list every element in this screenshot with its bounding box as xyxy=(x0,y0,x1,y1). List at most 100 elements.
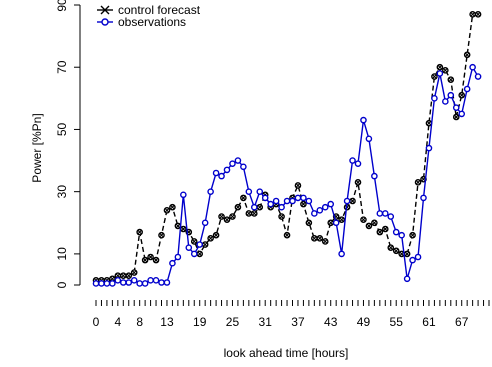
data-point-cross xyxy=(426,120,432,126)
data-point xyxy=(354,160,362,167)
data-point-cross xyxy=(158,232,165,238)
x-tick-label: 19 xyxy=(193,315,207,329)
legend-label: control forecast xyxy=(118,3,201,17)
y-tick-label: 10 xyxy=(55,247,69,261)
data-point-cross xyxy=(131,269,137,276)
data-point xyxy=(349,157,356,164)
plot-area xyxy=(92,11,482,287)
x-axis-label: look ahead time [hours] xyxy=(224,346,349,360)
data-point-cross xyxy=(175,223,181,229)
data-point-cross xyxy=(284,232,290,238)
data-point-cross xyxy=(349,198,356,204)
data-point-cross xyxy=(453,114,459,120)
data-point xyxy=(234,157,242,164)
data-point-cross xyxy=(115,273,121,279)
data-point-cross xyxy=(240,195,246,201)
data-point xyxy=(147,277,154,284)
data-point-cross xyxy=(339,217,345,223)
data-point xyxy=(141,280,149,287)
data-point xyxy=(321,203,329,211)
data-point xyxy=(125,279,133,286)
data-point-cross xyxy=(147,254,154,260)
data-point-cross xyxy=(169,204,176,210)
data-point-cross xyxy=(180,226,186,232)
data-point xyxy=(218,172,225,180)
data-point xyxy=(338,250,345,258)
data-point-cross xyxy=(393,248,399,254)
data-point-cross xyxy=(153,257,159,263)
data-point xyxy=(381,210,389,217)
data-point xyxy=(294,194,302,202)
x-tick-label: 49 xyxy=(357,315,371,329)
x-tick-label: 4 xyxy=(114,315,121,329)
data-point xyxy=(289,197,296,205)
legend-item: observations xyxy=(97,15,186,29)
data-point xyxy=(158,279,165,286)
data-point xyxy=(163,279,171,286)
x-tick-label: 31 xyxy=(259,315,273,329)
data-point-cross xyxy=(218,213,225,220)
series-line xyxy=(96,13,479,282)
x-tick-label: 55 xyxy=(390,315,404,329)
data-point xyxy=(332,219,340,227)
x-tick-label: 61 xyxy=(422,315,436,329)
data-point-cross xyxy=(229,213,236,220)
data-point xyxy=(196,241,204,248)
data-point-cross xyxy=(360,217,367,223)
data-point xyxy=(256,188,264,195)
data-point xyxy=(114,277,122,284)
y-tick-label: 70 xyxy=(55,60,69,74)
data-point xyxy=(327,200,335,208)
data-point-cross xyxy=(366,223,372,229)
data-point xyxy=(169,259,176,267)
data-point-cross xyxy=(388,245,394,251)
data-point-cross xyxy=(317,235,323,241)
data-point-cross xyxy=(459,92,465,98)
x-tick-label: 37 xyxy=(291,315,305,329)
data-point xyxy=(240,163,247,171)
data-point-cross xyxy=(431,73,438,80)
data-point-cross xyxy=(208,235,214,241)
data-point xyxy=(201,219,209,227)
y-tick-label: 30 xyxy=(55,185,69,199)
y-axis: 0 10 30 50 70 90 xyxy=(55,0,81,288)
data-point xyxy=(180,191,187,199)
legend-label: observations xyxy=(118,15,186,29)
data-point-cross xyxy=(213,232,219,238)
data-point-cross xyxy=(137,229,143,235)
data-point-cross xyxy=(442,67,448,73)
x-tick-label: 8 xyxy=(136,315,143,329)
data-point xyxy=(360,116,367,124)
data-point xyxy=(442,98,449,105)
data-point xyxy=(425,144,433,152)
x-tick-label: 25 xyxy=(226,315,240,329)
data-point-cross xyxy=(404,251,410,257)
data-point xyxy=(300,194,307,202)
data-point xyxy=(261,194,269,202)
x-tick-label: 13 xyxy=(160,315,174,329)
data-point xyxy=(229,160,236,167)
legend-item: control forecast xyxy=(97,3,201,17)
data-point xyxy=(278,203,285,211)
data-point xyxy=(420,194,427,202)
data-point-cross xyxy=(437,64,443,70)
data-point xyxy=(212,169,220,177)
data-point-cross xyxy=(355,179,361,185)
data-point-cross xyxy=(235,204,241,210)
data-point-cross xyxy=(464,52,470,58)
series-observations xyxy=(92,63,482,287)
data-point xyxy=(431,95,438,102)
data-point xyxy=(343,197,351,205)
data-point-cross xyxy=(377,229,383,235)
data-point-cross xyxy=(278,213,285,220)
data-point xyxy=(305,197,313,205)
legend-marker-circle xyxy=(101,18,109,26)
data-point xyxy=(409,256,416,264)
x-tick-label: 67 xyxy=(455,315,469,329)
data-point xyxy=(474,73,482,80)
data-point xyxy=(463,85,471,93)
data-point-cross xyxy=(142,257,148,263)
data-point xyxy=(436,70,444,77)
data-point xyxy=(311,210,318,217)
